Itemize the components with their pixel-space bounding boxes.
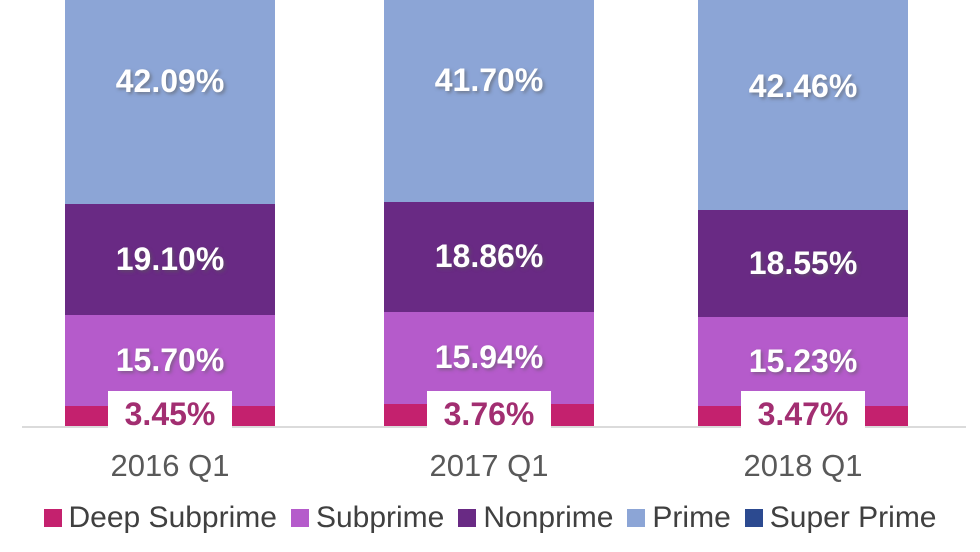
segment-nonprime: 18.55% xyxy=(698,209,908,318)
legend-label: Prime xyxy=(652,501,731,534)
segment-prime: 41.70% xyxy=(384,0,594,202)
bar-2018-q1: 42.46% 18.55% 15.23% xyxy=(698,0,908,426)
data-label: 41.70% xyxy=(434,62,544,99)
x-tick-label: 2016 Q1 xyxy=(110,448,230,483)
segment-subprime: 15.94% xyxy=(384,311,594,405)
segment-nonprime: 18.86% xyxy=(384,201,594,312)
data-label: 15.23% xyxy=(748,343,858,380)
x-tick-label: 2018 Q1 xyxy=(743,448,863,483)
legend-item-super-prime: Super Prime xyxy=(744,501,937,535)
legend-label: Nonprime xyxy=(483,501,614,534)
data-label: 42.09% xyxy=(115,63,225,99)
data-label: 42.46% xyxy=(748,67,858,104)
legend-item-deep-subprime: Deep Subprime xyxy=(43,501,277,535)
bar-2016-q1: 42.09% 19.10% 15.70% xyxy=(65,0,275,426)
legend-item-prime: Prime xyxy=(627,501,731,535)
legend-swatch-icon xyxy=(458,509,477,527)
legend-swatch-icon xyxy=(744,509,763,527)
legend-label: Super Prime xyxy=(769,501,937,534)
bar-2017-q1: 41.70% 18.86% 15.94% xyxy=(384,0,594,426)
legend-label: Subprime xyxy=(315,501,445,534)
data-label: 18.86% xyxy=(434,238,544,275)
segment-prime: 42.46% xyxy=(698,0,908,210)
segment-prime: 42.09% xyxy=(65,0,275,204)
deep-subprime-callout: 3.76% xyxy=(427,391,551,438)
legend-swatch-icon xyxy=(43,509,62,527)
data-label: 15.70% xyxy=(115,341,225,378)
data-label: 18.55% xyxy=(748,244,858,281)
x-tick-label: 2017 Q1 xyxy=(429,448,549,483)
segment-subprime: 15.70% xyxy=(65,314,275,406)
legend-item-subprime: Subprime xyxy=(290,501,445,535)
segment-nonprime: 19.10% xyxy=(65,203,275,315)
legend-item-nonprime: Nonprime xyxy=(458,501,613,535)
legend-swatch-icon xyxy=(627,509,646,527)
deep-subprime-callout: 3.45% xyxy=(108,391,232,438)
legend: Deep Subprime Subprime Nonprime Prime Super … xyxy=(0,501,980,535)
data-label: 15.94% xyxy=(434,339,544,376)
data-label: 19.10% xyxy=(115,240,225,277)
deep-subprime-callout: 3.47% xyxy=(741,391,865,438)
legend-swatch-icon xyxy=(290,509,309,527)
legend-label: Deep Subprime xyxy=(68,501,277,534)
